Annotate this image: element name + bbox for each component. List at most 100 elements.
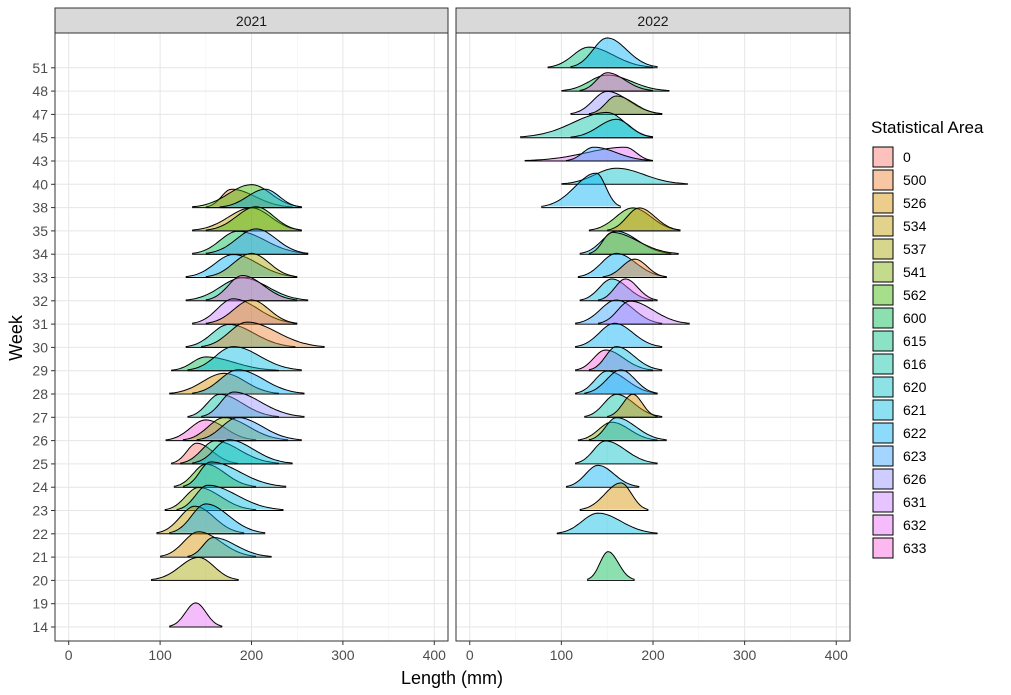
x-tick-label: 0 (65, 647, 73, 663)
ridge-week-22-area-621 (556, 512, 658, 534)
ridge-week-22-area-534 (156, 505, 245, 534)
ridge-week-35-area-526 (607, 207, 681, 231)
ridge-week-14-area-632 (169, 602, 223, 627)
ridge-week-32-area-621 (579, 278, 654, 301)
legend-label: 622 (903, 425, 927, 441)
legend-item: 526 (872, 192, 927, 214)
ridge-week-29-area-621 (588, 346, 663, 371)
panel-2022: 2022 0 100 200 300 400 (455, 7, 851, 663)
facet-strip-label: 2022 (637, 13, 668, 29)
x-tick-label: 300 (733, 647, 757, 663)
ridge-week-31-area-526 (205, 299, 298, 324)
ridge-week-25-area-0 (170, 442, 238, 464)
y-tick-label: 35 (32, 223, 48, 239)
y-tick-label: 19 (32, 596, 48, 612)
legend-label: 562 (903, 287, 927, 303)
legend-item: 537 (872, 238, 927, 260)
x-tick-label: 0 (466, 647, 474, 663)
ridge-week-31-area-631 (597, 300, 690, 324)
ridge-week-33-area-622 (185, 253, 298, 278)
legend-label: 632 (903, 517, 927, 533)
y-tick-label: 21 (32, 549, 48, 565)
ridge-week-28-area-621 (575, 370, 658, 394)
panel-2021: 2021 0 100 200 300 400 (54, 7, 449, 663)
legend-swatch (872, 399, 894, 421)
legend-label: 541 (903, 264, 927, 280)
legend-title: Statistical Area (871, 118, 984, 137)
ridge-week-27-area-616 (584, 393, 663, 417)
legend-item: 633 (872, 537, 927, 559)
ridge-week-43-area-632 (524, 146, 654, 161)
ridge-week-29-area-633 (575, 349, 654, 371)
legend-label: 500 (903, 172, 927, 188)
ridge-week-35-area-562 (205, 206, 302, 231)
ridge-week-20-area-600 (586, 551, 635, 580)
legend-label: 537 (903, 241, 927, 257)
x-axis-ticks: 0 100 200 300 400 (65, 641, 446, 663)
y-tick-label: 33 (32, 270, 48, 286)
x-axis-title: Length (mm) (401, 668, 503, 688)
legend-swatch (872, 376, 894, 398)
ridge-week-51-area-622 (570, 37, 658, 68)
ridge-week-47-area-541 (588, 95, 663, 115)
legend-item: 600 (872, 307, 927, 329)
y-axis: 14 19 20 21 22 23 24 25 26 27 28 29 30 31 32 33 34 35 38 40… (32, 60, 55, 635)
ridge-week-21-area-621 (187, 537, 272, 557)
x-tick-label: 300 (331, 647, 355, 663)
x-axis-ticks: 0 100 200 300 400 (466, 641, 848, 663)
y-tick-label: 48 (32, 83, 48, 99)
facet-strip-label: 2021 (236, 13, 267, 29)
legend-swatch (872, 491, 894, 513)
ridge-week-35-area-562 (588, 207, 681, 231)
legend-swatch (872, 537, 894, 559)
ridge-week-34-area-623 (205, 228, 309, 254)
y-tick-label: 23 (32, 503, 48, 519)
ridge-week-43-area-623 (565, 146, 654, 161)
legend-swatch (872, 284, 894, 306)
ridges (520, 37, 690, 581)
ridge-week-38-area-500 (205, 188, 293, 208)
legend-item: 0 (872, 146, 911, 168)
legend-label: 626 (903, 471, 927, 487)
ridge-week-33-area-537 (205, 252, 298, 278)
y-tick-label: 24 (32, 479, 48, 495)
legend-swatch (872, 514, 894, 536)
legend-swatch (872, 238, 894, 260)
y-tick-label: 32 (32, 293, 48, 309)
legend-swatch (872, 261, 894, 283)
ridge-week-21-area-526 (160, 531, 257, 557)
ridge-week-30-area-616 (185, 323, 296, 348)
legend-swatch (872, 169, 894, 191)
ridge-week-25-area-620 (575, 440, 658, 464)
ridge-week-26-area-621 (588, 417, 667, 441)
legend-swatch (872, 307, 894, 329)
legend-item: 615 (872, 330, 927, 352)
legend-item: 562 (872, 284, 927, 306)
legend-label: 534 (903, 218, 927, 234)
ridges (150, 184, 325, 628)
y-tick-label: 22 (32, 526, 48, 542)
legend-label: 633 (903, 540, 927, 556)
legend-label: 526 (903, 195, 927, 211)
ridge-week-28-area-622 (192, 369, 305, 394)
y-tick-label: 45 (32, 130, 48, 146)
legend-label: 621 (903, 402, 927, 418)
y-tick-label: 26 (32, 433, 48, 449)
legend-label: 623 (903, 448, 927, 464)
y-tick-label: 14 (32, 619, 48, 635)
ridge-week-20-area-537 (150, 556, 239, 581)
legend-item: 620 (872, 376, 927, 398)
x-tick-label: 100 (550, 647, 574, 663)
ridge-week-33-area-622 (577, 252, 667, 278)
ridge-week-34-area-600 (192, 230, 309, 254)
ridge-week-51-area-615 (547, 46, 654, 68)
ridge-week-48-area-633 (579, 72, 654, 91)
y-tick-label: 43 (32, 153, 48, 169)
legend-item: 541 (872, 261, 927, 283)
legend-swatch (872, 215, 894, 237)
legend-label: 620 (903, 379, 927, 395)
y-tick-label: 40 (32, 176, 48, 192)
ridge-week-38-area-622 (541, 172, 622, 207)
legend-item: 534 (872, 215, 927, 237)
